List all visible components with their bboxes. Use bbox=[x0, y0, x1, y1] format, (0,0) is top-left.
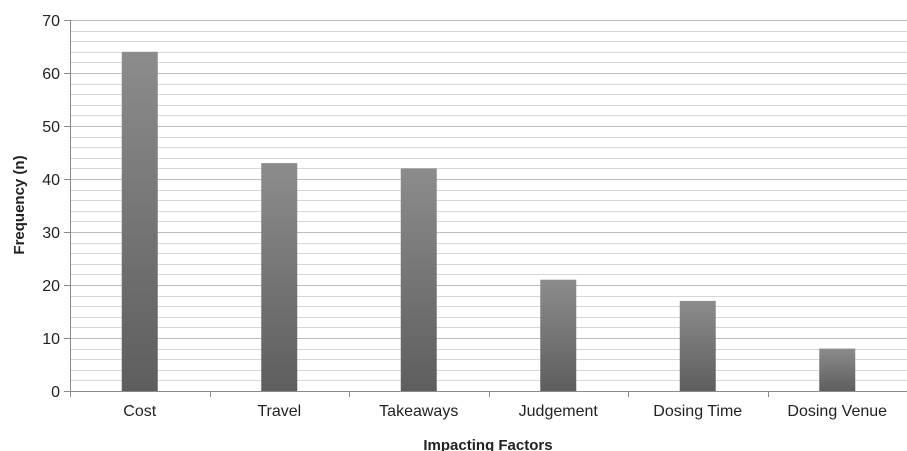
y-tick-label: 20 bbox=[42, 278, 60, 295]
x-tick-label: Travel bbox=[257, 403, 301, 420]
y-axis-title: Frequency (n) bbox=[11, 155, 28, 254]
x-tick-label: Judgement bbox=[519, 403, 599, 420]
x-tick-label: Dosing Venue bbox=[787, 403, 887, 420]
bar-judgement bbox=[540, 279, 577, 391]
x-tick-label: Takeaways bbox=[379, 403, 458, 420]
bar-dosing-time bbox=[679, 300, 716, 391]
y-tick-label: 40 bbox=[42, 172, 60, 189]
x-tick-labels: Cost Travel Takeaways Judgement Dosing Time D… bbox=[123, 403, 887, 420]
x-tick-label: Cost bbox=[123, 403, 156, 420]
y-tick-label: 70 bbox=[42, 13, 60, 30]
x-tick-label: Dosing Time bbox=[653, 403, 742, 420]
y-tick-labels: 0 10 20 30 40 50 60 70 bbox=[42, 13, 60, 401]
axes bbox=[64, 20, 907, 397]
bar-cost bbox=[121, 51, 158, 392]
y-tick-label: 10 bbox=[42, 331, 60, 348]
bar-travel bbox=[261, 163, 298, 391]
bar-dosing-venue bbox=[819, 348, 856, 391]
y-tick-label: 50 bbox=[42, 119, 60, 136]
bar-takeaways bbox=[400, 168, 437, 391]
gridlines bbox=[70, 20, 907, 381]
x-axis-title: Impacting Factors bbox=[423, 437, 552, 451]
y-tick-label: 30 bbox=[42, 225, 60, 242]
y-tick-label: 0 bbox=[51, 384, 60, 401]
bars bbox=[121, 51, 856, 392]
y-tick-label: 60 bbox=[42, 66, 60, 83]
